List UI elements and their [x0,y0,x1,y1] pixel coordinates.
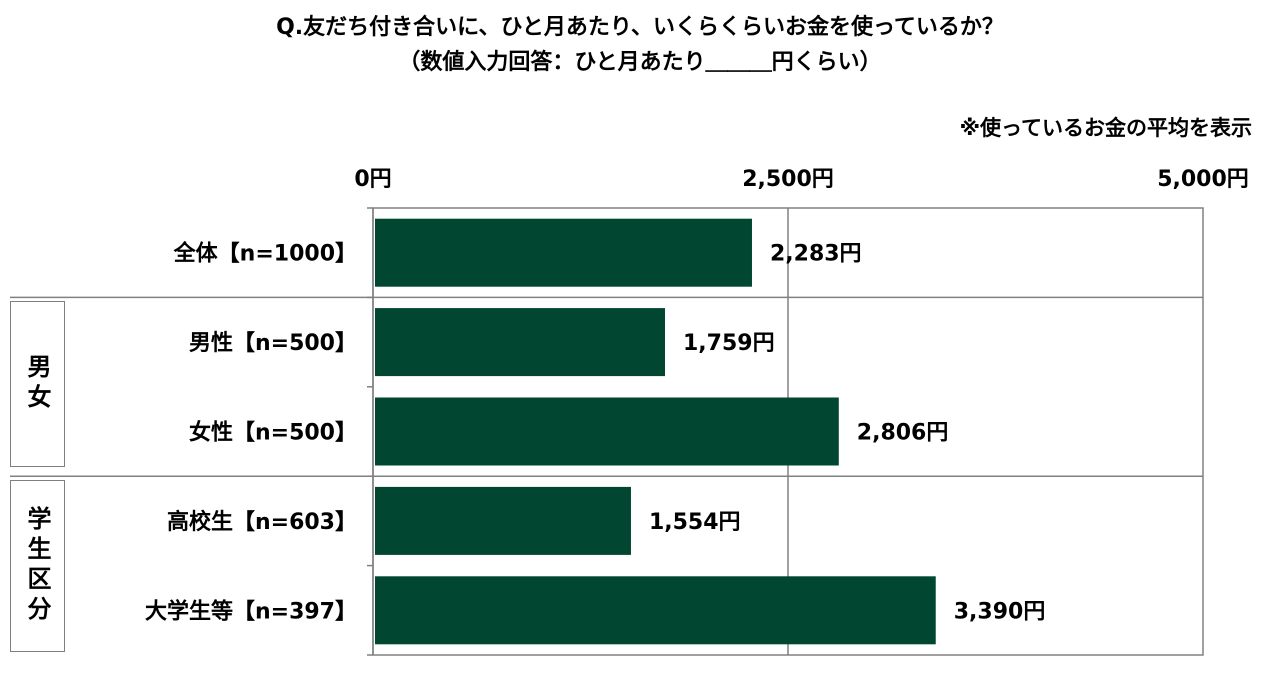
category-label: 男性【n=500】 [189,331,357,356]
data-label: 1,759円 [683,331,775,356]
data-label: 3,390円 [954,599,1046,624]
bar [375,576,936,645]
category-label: 大学生等【n=397】 [145,598,357,624]
data-label: 2,806円 [857,421,949,446]
x-tick-label: 5,000円 [1157,167,1249,192]
data-label: 2,283円 [770,242,862,267]
group-box-student: 学生区分 [10,480,65,652]
bar [375,218,752,287]
category-label: 全体【n=1000】 [173,241,357,267]
x-tick-label: 2,500円 [742,167,834,192]
group-label-gender: 男女 [23,354,51,414]
chart-subtitle: （数値入力回答：ひと月あたり＿＿＿円くらい） [398,50,882,75]
chart-title: Q.友だち付き合いに、ひと月あたり、いくらくらいお金を使っているか？ [276,15,1004,40]
bar [375,308,665,377]
data-label: 1,554円 [649,510,741,535]
x-tick-label: 0円 [354,167,391,192]
category-label: 高校生【n=603】 [167,509,357,535]
bar [375,486,631,555]
group-label-student: 学生区分 [23,506,51,626]
bar [375,397,839,466]
category-label: 女性【n=500】 [189,420,357,446]
group-box-gender: 男女 [10,301,65,467]
chart-note: ※使っているお金の平均を表示 [959,116,1252,140]
